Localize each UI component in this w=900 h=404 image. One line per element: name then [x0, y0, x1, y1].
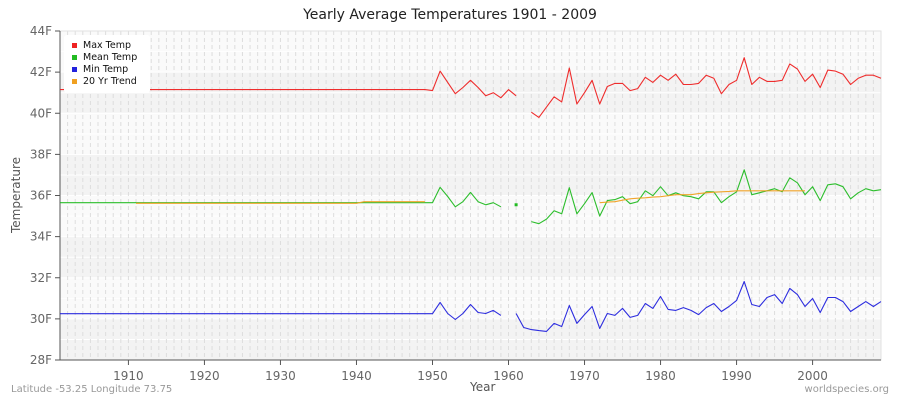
x-tick-label: 2000 [797, 369, 828, 383]
y-axis-label: Temperature [9, 156, 23, 234]
legend-swatch-trend-icon [72, 78, 77, 84]
20-yr-trend-line [136, 201, 425, 204]
y-tick-label: 40F [30, 106, 52, 120]
y-tick-label: 34F [30, 230, 52, 244]
y-tick-label: 44F [30, 24, 52, 38]
legend-item-min-temp[interactable]: Min Temp [72, 63, 150, 75]
legend-item-max-temp[interactable]: Max Temp [72, 39, 150, 51]
location-caption: Latitude -53.25 Longitude 73.75 [11, 384, 173, 395]
mean-temp-line [531, 169, 882, 225]
y-tick-label: 32F [30, 271, 52, 285]
legend: Max Temp Mean Temp Min Temp 20 Yr Trend [64, 35, 150, 93]
y-tick-label: 36F [30, 189, 52, 203]
x-tick-label: 1990 [721, 369, 752, 383]
legend-label: Min Temp [83, 63, 129, 75]
20-yr-trend-line [599, 190, 805, 204]
legend-item-trend[interactable]: 20 Yr Trend [72, 75, 150, 87]
source-credit: worldspecies.org [804, 384, 889, 395]
mean-temp-point [514, 203, 518, 207]
axes: 28F 30F 32F 34F 36F 38F 40F 42F 44F 1910 1920 1930 1… [30, 24, 882, 383]
min-temp-line [60, 301, 502, 321]
x-tick-label: 1930 [265, 369, 296, 383]
min-temp-line [515, 280, 882, 332]
legend-label: 20 Yr Trend [83, 75, 137, 87]
legend-label: Mean Temp [83, 51, 138, 63]
x-tick-label: 1980 [645, 369, 676, 383]
x-axis-label: Year [470, 380, 496, 394]
chart-title: Yearly Average Temperatures 1901 - 2009 [303, 7, 597, 23]
x-tick-label: 1940 [341, 369, 372, 383]
y-tick-label: 42F [30, 65, 52, 79]
x-tick-label: 1970 [569, 369, 600, 383]
x-tick-label: 1950 [417, 369, 448, 383]
y-tick-label: 28F [30, 353, 52, 367]
legend-label: Max Temp [83, 39, 131, 51]
max-temp-line [530, 57, 882, 118]
y-tick-label: 38F [30, 147, 52, 161]
x-tick-label: 1910 [113, 369, 144, 383]
legend-swatch-max-icon [72, 42, 77, 48]
legend-swatch-mean-icon [72, 54, 77, 60]
x-tick-label: 1960 [493, 369, 524, 383]
legend-swatch-min-icon [72, 66, 77, 72]
y-tick-label: 30F [30, 312, 52, 326]
x-tick-label: 1920 [189, 369, 220, 383]
legend-item-mean-temp[interactable]: Mean Temp [72, 51, 150, 63]
mean-temp-line [60, 186, 502, 208]
